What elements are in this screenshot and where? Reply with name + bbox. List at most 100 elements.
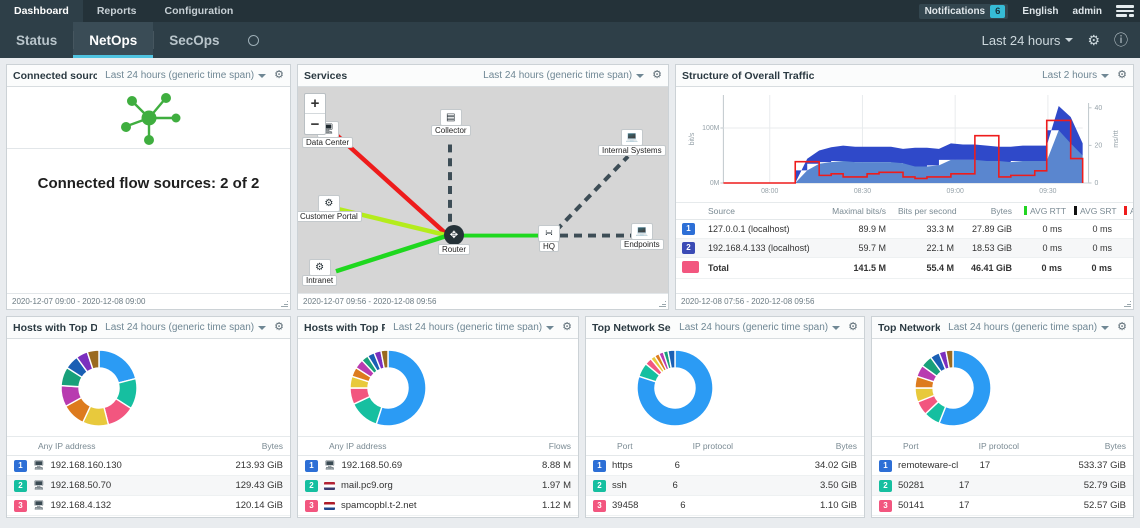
panel-timespan-selector[interactable]: Last 24 hours (generic time span) bbox=[393, 322, 555, 333]
table-col-source[interactable]: Source bbox=[702, 203, 820, 220]
svg-text:08:30: 08:30 bbox=[854, 188, 871, 195]
rank-badge: 3 bbox=[879, 499, 892, 512]
svg-text:0: 0 bbox=[1095, 180, 1099, 187]
donut-chart-breakdown[interactable] bbox=[345, 345, 431, 431]
panel-body: Connected flow sources: 2 of 2 bbox=[7, 87, 290, 293]
table-row[interactable]: 2 192.168.4.133 (localhost) 59.7 M 22.1 … bbox=[676, 238, 1133, 258]
list-col-protocol[interactable]: IP protocol bbox=[978, 441, 1020, 451]
table-col-avg-rtt[interactable]: AVG RTT bbox=[1018, 203, 1068, 220]
list-item[interactable]: 2 ssh 6 3.50 GiB bbox=[586, 476, 864, 496]
gear-icon[interactable]: ⚙ bbox=[652, 69, 662, 81]
map-node-hq[interactable]: ∺ HQ bbox=[538, 225, 560, 252]
resize-handle-icon[interactable] bbox=[659, 300, 666, 307]
list-col-ip[interactable]: Any IP address bbox=[329, 441, 387, 451]
list-col-bytes[interactable]: Bytes bbox=[835, 441, 857, 451]
donut-chart-breakdown[interactable] bbox=[56, 345, 142, 431]
map-node-endpoints[interactable]: 💻 Endpoints bbox=[620, 223, 664, 250]
tab-secops[interactable]: SecOps bbox=[153, 22, 235, 58]
tab-status[interactable]: Status bbox=[0, 22, 73, 58]
resize-handle-icon[interactable] bbox=[281, 300, 288, 307]
gear-icon[interactable]: ⚙ bbox=[274, 69, 284, 81]
list-col-ip[interactable]: Any IP address bbox=[38, 441, 96, 451]
list-col-protocol[interactable]: IP protocol bbox=[692, 441, 734, 451]
row-max-bits: 59.7 M bbox=[820, 238, 892, 258]
user-menu[interactable]: admin bbox=[1072, 5, 1102, 17]
row-rtr: 10.5 bbox=[1118, 257, 1133, 279]
list-col-flows[interactable]: Flows bbox=[548, 441, 571, 451]
list-col-port[interactable]: Port bbox=[617, 441, 633, 451]
chevron-down-icon bbox=[258, 73, 267, 78]
list-item[interactable]: 1 🖥 192.168.50.69 8.88 M bbox=[298, 456, 578, 476]
list-item[interactable]: 2 mail.pc9.org 1.97 M bbox=[298, 476, 578, 496]
list-item[interactable]: 3 50141 17 52.57 GiB bbox=[872, 496, 1133, 516]
list-item[interactable]: 1 🖥 192.168.160.130 213.93 GiB bbox=[7, 456, 290, 476]
panel-body: Port IP protocol Bytes 1 remoteware-cl 1… bbox=[872, 339, 1133, 517]
panel-timespan-selector[interactable]: Last 24 hours (generic time span) bbox=[679, 322, 841, 333]
donut-chart-total[interactable] bbox=[156, 345, 242, 431]
table-col-avg-rtr[interactable]: AVG RTR bbox=[1118, 203, 1133, 220]
list-item[interactable]: 2 🖥 192.168.50.70 129.43 GiB bbox=[7, 476, 290, 496]
gear-icon[interactable]: ⚙ bbox=[562, 321, 572, 333]
notifications-button[interactable]: Notifications 6 bbox=[918, 3, 1009, 19]
donut-chart-breakdown[interactable] bbox=[632, 345, 718, 431]
nav-tab-reports[interactable]: Reports bbox=[83, 0, 151, 22]
list-header: Any IP address Bytes bbox=[7, 437, 290, 456]
list-col-bytes[interactable]: Bytes bbox=[1104, 441, 1126, 451]
row-bps: 33.3 M bbox=[892, 219, 960, 239]
panel-timespan-label: Last 24 hours (generic time span) bbox=[679, 322, 829, 333]
add-dashboard-button[interactable] bbox=[236, 22, 271, 58]
table-row-total[interactable]: Total 141.5 M 55.4 M 46.41 GiB 0 ms 0 ms… bbox=[676, 257, 1133, 279]
panel-timespan-selector[interactable]: Last 24 hours (generic time span) bbox=[105, 322, 267, 333]
table-col-bytes[interactable]: Bytes bbox=[960, 203, 1018, 220]
table-col-bits-per-second[interactable]: Bits per second bbox=[892, 203, 960, 220]
table-col-avg-srt[interactable]: AVG SRT bbox=[1068, 203, 1118, 220]
zoom-in-button[interactable]: + bbox=[305, 94, 325, 114]
panel-timespan-selector[interactable]: Last 24 hours (generic time span) bbox=[948, 322, 1110, 333]
donut-chart-total[interactable] bbox=[732, 345, 818, 431]
donut-chart-total[interactable] bbox=[1010, 345, 1096, 431]
panel-header: Hosts with Top Flows Last 24 hours (gene… bbox=[298, 317, 578, 339]
list-item[interactable]: 3 spamcopbl.t-2.net 1.12 M bbox=[298, 496, 578, 516]
panel-timespan-selector[interactable]: Last 2 hours bbox=[1042, 70, 1110, 81]
tab-netops[interactable]: NetOps bbox=[73, 22, 154, 58]
map-node-internal-systems[interactable]: 💻 Internal Systems bbox=[598, 129, 666, 156]
panel-footer-timerange: 2020-12-07 09:00 - 2020-12-08 09:00 bbox=[12, 297, 146, 306]
map-node-intranet[interactable]: ⚙ Intranet bbox=[302, 259, 338, 286]
help-icon[interactable]: ⓘ bbox=[1114, 32, 1128, 48]
list-item[interactable]: 2 50281 17 52.79 GiB bbox=[872, 476, 1133, 496]
list-col-bytes[interactable]: Bytes bbox=[261, 441, 283, 451]
list-item[interactable]: 3 39458 6 1.10 GiB bbox=[586, 496, 864, 516]
zoom-out-button[interactable]: − bbox=[310, 115, 320, 133]
list-item[interactable]: 1 https 6 34.02 GiB bbox=[586, 456, 864, 476]
language-selector[interactable]: English bbox=[1022, 5, 1059, 17]
nav-tab-dashboard[interactable]: Dashboard bbox=[0, 0, 83, 22]
donut-chart-breakdown[interactable] bbox=[910, 345, 996, 431]
table-col-maximal-bits[interactable]: Maximal bits/s bbox=[820, 203, 892, 220]
gear-icon[interactable]: ⚙ bbox=[848, 321, 858, 333]
tab-netops-label: NetOps bbox=[89, 32, 138, 48]
flag-us-icon bbox=[324, 481, 335, 490]
panel-services: Services Last 24 hours (generic time spa… bbox=[297, 64, 669, 310]
resize-handle-icon[interactable] bbox=[1124, 300, 1131, 307]
row-max-bits: 89.9 M bbox=[820, 219, 892, 239]
row-rtr: 25.5 bbox=[1118, 219, 1133, 239]
donut-chart-total[interactable] bbox=[445, 345, 531, 431]
global-timespan-selector[interactable]: Last 24 hours bbox=[982, 33, 1074, 48]
chevron-down-icon bbox=[636, 73, 645, 78]
panel-timespan-selector[interactable]: Last 24 hours (generic time span) bbox=[105, 70, 267, 81]
list-item[interactable]: 3 🖥 192.168.4.132 120.14 GiB bbox=[7, 496, 290, 516]
list-item[interactable]: 1 remoteware-cl 17 533.37 GiB bbox=[872, 456, 1133, 476]
gear-icon[interactable]: ⚙ bbox=[1117, 69, 1127, 81]
table-row[interactable]: 1 127.0.0.1 (localhost) 89.9 M 33.3 M 27… bbox=[676, 219, 1133, 239]
hamburger-icon[interactable] bbox=[1116, 5, 1134, 17]
map-node-router[interactable]: ✥ Router bbox=[438, 225, 471, 255]
list-col-port[interactable]: Port bbox=[903, 441, 919, 451]
map-node-collector[interactable]: ▤ Collector bbox=[431, 109, 471, 136]
panel-timespan-selector[interactable]: Last 24 hours (generic time span) bbox=[483, 70, 645, 81]
nav-tab-configuration[interactable]: Configuration bbox=[151, 0, 248, 22]
gear-icon[interactable]: ⚙ bbox=[1117, 321, 1127, 333]
gear-icon[interactable]: ⚙ bbox=[1087, 32, 1100, 48]
map-node-customer-portal[interactable]: ⚙ Customer Portal bbox=[298, 195, 362, 222]
services-map-links bbox=[332, 132, 634, 274]
gear-icon[interactable]: ⚙ bbox=[274, 321, 284, 333]
